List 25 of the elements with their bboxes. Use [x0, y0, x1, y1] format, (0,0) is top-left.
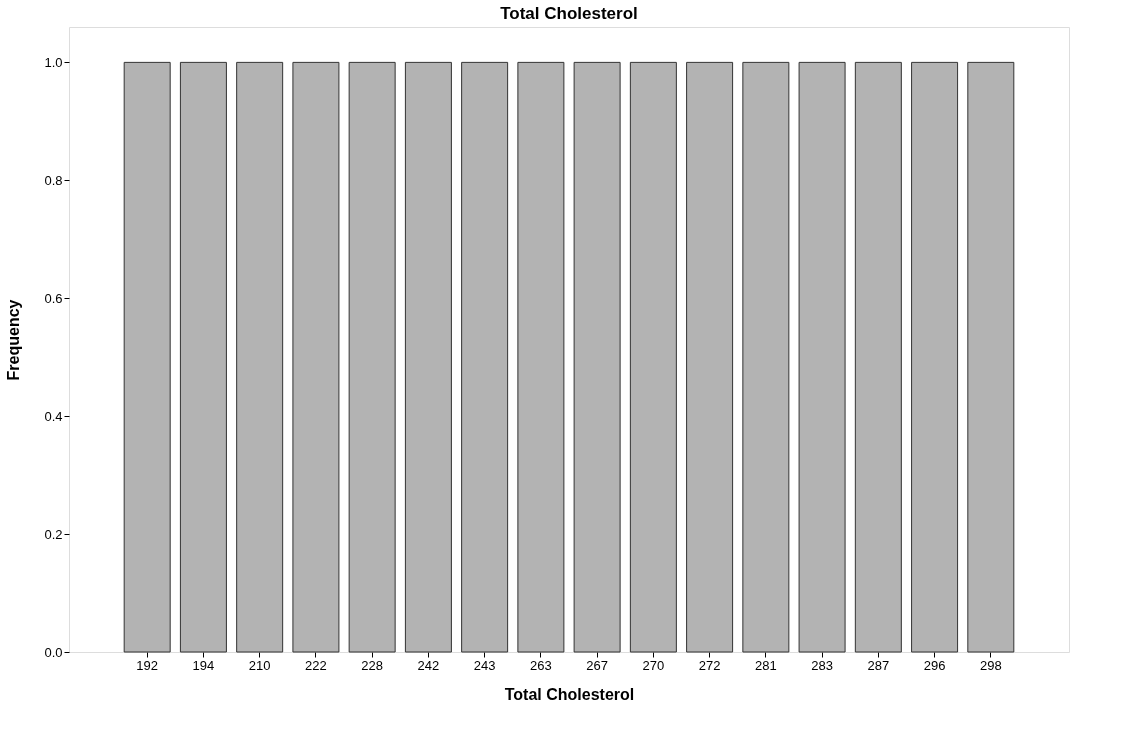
x-tick-label: 298	[979, 657, 1002, 673]
x-tick-label: 242	[417, 657, 440, 673]
x-tick-label: 222	[305, 657, 327, 673]
x-tick-label: 210	[248, 657, 271, 673]
x-tick-label: 281	[755, 657, 777, 673]
y-tick-label: 0.2	[44, 526, 63, 542]
x-tick-label: 194	[192, 657, 215, 673]
x-tick-label: 296	[923, 657, 946, 673]
x-tick-label: 287	[867, 657, 890, 673]
x-tick-label: 243	[473, 657, 496, 673]
x-tick-label: 270	[642, 657, 665, 673]
y-tick-label: 0.0	[44, 644, 63, 660]
x-tick-label: 263	[530, 657, 552, 673]
x-tick-label: 192	[136, 657, 159, 673]
x-tick-label: 272	[698, 657, 721, 673]
y-tick-label: 0.6	[44, 290, 63, 306]
x-tick-label: 267	[586, 657, 608, 673]
y-tick-label: 0.4	[44, 408, 63, 424]
y-tick-label: 1.0	[44, 54, 63, 70]
y-tick-label: 0.8	[44, 172, 63, 188]
x-tick-label: 283	[811, 657, 833, 673]
x-tick-label: 228	[361, 657, 383, 673]
x-axis-title: Total Cholesterol	[504, 685, 635, 703]
y-axis-title: Frequency	[5, 299, 23, 381]
chart-title: Total Cholesterol	[500, 4, 638, 23]
